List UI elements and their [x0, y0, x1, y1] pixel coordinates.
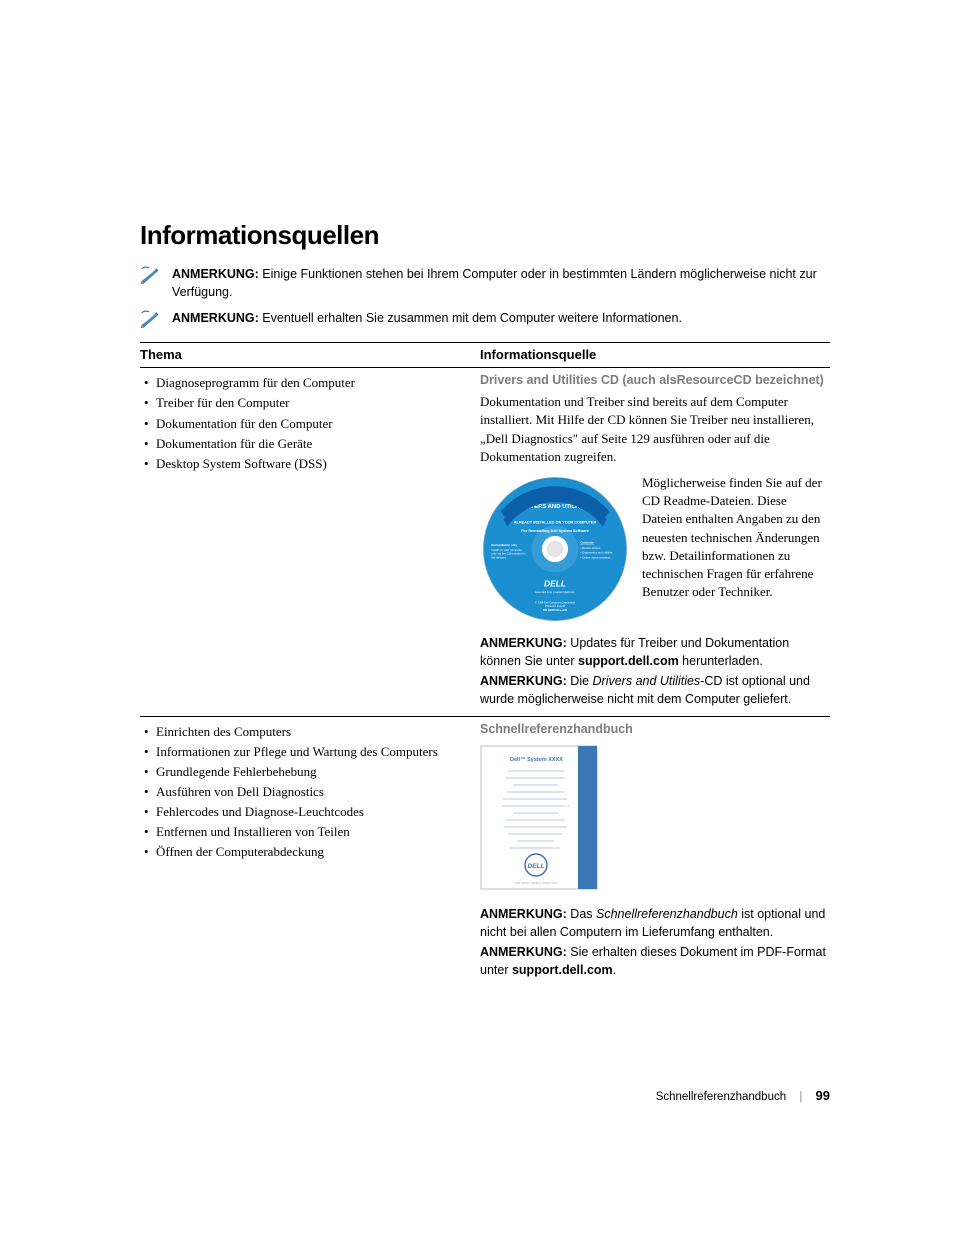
footer-sep: |: [789, 1091, 812, 1103]
td-left: Diagnoseprogramm für den Computer Treibe…: [140, 373, 480, 708]
cd-side-text: Möglicherweise finden Sie auf der CD Rea…: [642, 474, 830, 601]
bullet-list: Diagnoseprogramm für den Computer Treibe…: [140, 373, 472, 474]
inline-note: ANMERKUNG: Sie erhalten dieses Dokument …: [480, 943, 830, 979]
cd-right-h: Contents:: [580, 540, 594, 544]
th-source: Informationsquelle: [480, 347, 830, 362]
intro-text: Dokumentation und Treiber sind bereits a…: [480, 393, 830, 466]
td-right: Schnellreferenzhandbuch Dell™ System XXX…: [480, 722, 830, 980]
list-item: Öffnen der Computerabdeckung: [140, 842, 472, 862]
note-2-text: ANMERKUNG: Eventuell erhalten Sie zusamm…: [172, 309, 682, 327]
list-item: Desktop System Software (DSS): [140, 454, 472, 474]
note-link: support.dell.com: [512, 963, 613, 977]
inline-note: ANMERKUNG: Das Schnellreferenzhandbuch i…: [480, 905, 830, 941]
info-table: Thema Informationsquelle Diagnoseprogram…: [140, 342, 830, 986]
note-text: Die: [567, 674, 593, 688]
list-item: Treiber für den Computer: [140, 393, 472, 413]
th-thema: Thema: [140, 347, 480, 362]
source-title: Drivers and Utilities CD (auch alsResour…: [480, 373, 830, 387]
cd-right1: • Device drivers: [580, 546, 601, 550]
td-right: Drivers and Utilities CD (auch alsResour…: [480, 373, 830, 708]
note-text: Das: [567, 907, 596, 921]
cd-brand: DELL: [544, 579, 566, 589]
cd-block: DRIVERS AND UTILITIES ALREADY INSTALLED …: [480, 474, 830, 624]
note-label: ANMERKUNG:: [480, 945, 567, 959]
note-1-text: ANMERKUNG: Einige Funktionen stehen bei …: [172, 265, 830, 301]
source-title: Schnellreferenzhandbuch: [480, 722, 830, 736]
booklet-side-label: Quick Reference Guide: [562, 759, 569, 827]
note-label: ANMERKUNG:: [172, 311, 259, 325]
cd-foot3: P/N 0A850 Rev. A00: [543, 608, 568, 612]
note-label: ANMERKUNG:: [480, 636, 567, 650]
list-item: Diagnoseprogramm für den Computer: [140, 373, 472, 393]
list-item: Grundlegende Fehlerbehebung: [140, 762, 472, 782]
bullet-list: Einrichten des Computers Informationen z…: [140, 722, 472, 863]
cd-left4: the delivery: [491, 555, 506, 559]
footer-text: Schnellreferenzhandbuch: [656, 1091, 786, 1103]
cd-left1: Reinstallation only: [491, 543, 517, 547]
note-italic: Schnellreferenzhandbuch: [596, 907, 738, 921]
list-item: Einrichten des Computers: [140, 722, 472, 742]
note-label: ANMERKUNG:: [480, 674, 567, 688]
cd-foot1: © 2004 Dell Computer Corporation: [535, 600, 576, 604]
page-heading: Informationsquellen: [140, 220, 830, 251]
page-content: Informationsquellen ANMERKUNG: Einige Fu…: [140, 220, 830, 986]
note-body: Einige Funktionen stehen bei Ihrem Compu…: [172, 267, 817, 299]
booklet-wrap: Dell™ System XXXX: [480, 742, 830, 903]
list-item: Fehlercodes und Diagnose-Leuchtcodes: [140, 802, 472, 822]
note-italic: Drivers and Utilities: [593, 674, 701, 688]
table-row: Diagnoseprogramm für den Computer Treibe…: [140, 368, 830, 716]
list-item: Dokumentation für den Computer: [140, 414, 472, 434]
note-label: ANMERKUNG:: [480, 907, 567, 921]
cd-foot2: Printed in Ireland: [545, 604, 565, 608]
note-body: Eventuell erhalten Sie zusammen mit dem …: [259, 311, 682, 325]
inline-note: ANMERKUNG: Updates für Treiber und Dokum…: [480, 634, 830, 670]
list-item: Entfernen und Installieren von Teilen: [140, 822, 472, 842]
note-1: ANMERKUNG: Einige Funktionen stehen bei …: [140, 265, 830, 301]
cd-url: www.dell.com | support.dell.com: [535, 590, 576, 594]
pencil-note-icon: [140, 310, 160, 328]
pencil-note-icon: [140, 266, 160, 284]
cd-right3: • Online documentation: [580, 555, 610, 559]
note-link: support.dell.com: [578, 654, 679, 668]
svg-text:P/N XXXX | Series | XXXX-X: P/N XXXX | Series | XXXX-XXX: [515, 881, 557, 885]
cd-illustration: DRIVERS AND UTILITIES ALREADY INSTALLED …: [480, 474, 630, 624]
cd-right2: • Diagnostics and utilities: [580, 551, 613, 555]
note-text: herunterladen.: [679, 654, 763, 668]
cd-title2: ALREADY INSTALLED ON YOUR COMPUTER: [514, 521, 597, 525]
page-footer: Schnellreferenzhandbuch | 99: [140, 1088, 830, 1103]
inline-note: ANMERKUNG: Die Drivers and Utilities-CD …: [480, 672, 830, 708]
td-left: Einrichten des Computers Informationen z…: [140, 722, 480, 980]
booklet-title: Dell™ System XXXX: [510, 757, 563, 763]
page-number: 99: [816, 1088, 830, 1103]
table-row: Einrichten des Computers Informationen z…: [140, 717, 830, 987]
booklet-illustration: Dell™ System XXXX: [480, 745, 598, 890]
booklet-brand: DELL: [528, 863, 545, 870]
note-label: ANMERKUNG:: [172, 267, 259, 281]
list-item: Ausführen von Dell Diagnostics: [140, 782, 472, 802]
note-text: .: [613, 963, 616, 977]
list-item: Dokumentation für die Geräte: [140, 434, 472, 454]
table-header: Thema Informationsquelle: [140, 342, 830, 368]
note-2: ANMERKUNG: Eventuell erhalten Sie zusamm…: [140, 309, 830, 328]
list-item: Informationen zur Pflege und Wartung des…: [140, 742, 472, 762]
